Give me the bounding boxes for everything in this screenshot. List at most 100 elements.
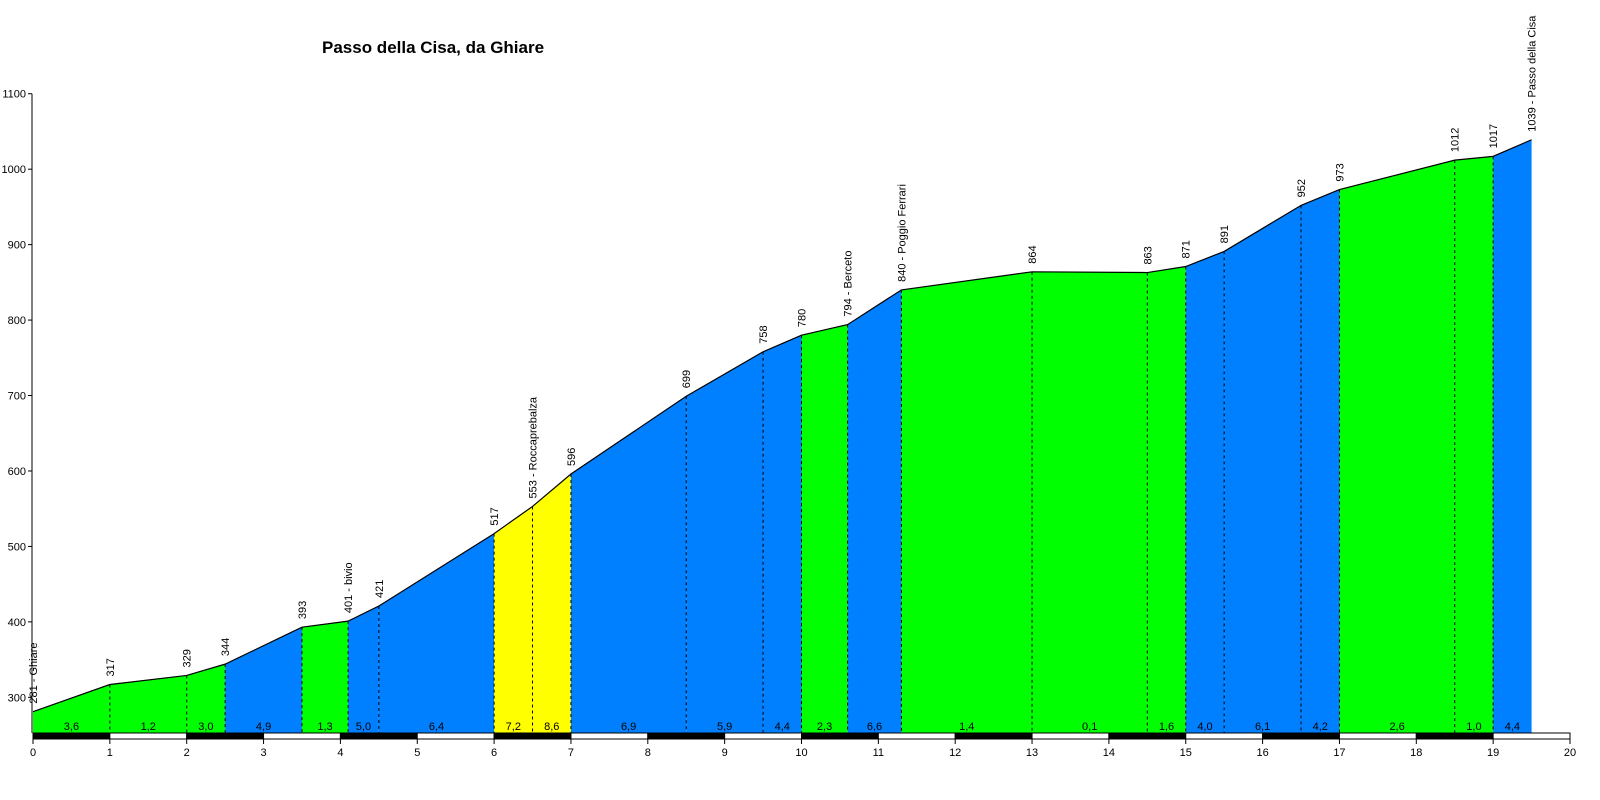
km-bar-segment bbox=[186, 732, 265, 740]
km-bar-segment bbox=[1185, 732, 1264, 740]
altitude-label: 317 bbox=[105, 658, 117, 676]
y-tick-label: 1100 bbox=[2, 89, 26, 101]
km-bar-segment bbox=[1415, 732, 1494, 740]
gradient-label: 6,1 bbox=[1255, 721, 1270, 733]
profile-segment bbox=[1224, 205, 1302, 733]
profile-segment bbox=[1493, 139, 1532, 734]
profile-segment bbox=[532, 473, 571, 733]
x-tick-label: 11 bbox=[873, 747, 884, 759]
gradient-label: 1,0 bbox=[1466, 721, 1481, 733]
altitude-label: 1039 - Passo della Cisa bbox=[1527, 15, 1539, 132]
y-tick-label: 600 bbox=[8, 466, 26, 478]
y-tick-label: 500 bbox=[8, 541, 26, 553]
altitude-label: 517 bbox=[489, 507, 501, 525]
gradient-label: 1,6 bbox=[1159, 721, 1174, 733]
profile-segment bbox=[301, 621, 349, 733]
profile-segment bbox=[763, 335, 802, 733]
x-tick-label: 20 bbox=[1564, 747, 1576, 759]
x-tick-label: 18 bbox=[1410, 747, 1422, 759]
profile-segment bbox=[494, 506, 533, 733]
x-tick-label: 12 bbox=[949, 747, 961, 759]
gradient-label: 0,1 bbox=[1082, 721, 1097, 733]
x-tick-label: 14 bbox=[1103, 747, 1115, 759]
altitude-label: 553 - Roccaprebalza bbox=[528, 396, 540, 498]
gradient-label: 6,9 bbox=[621, 721, 636, 733]
gradient-label: 3,6 bbox=[64, 721, 79, 733]
profile-segment bbox=[378, 533, 495, 733]
gradient-label: 3,0 bbox=[198, 721, 213, 733]
profile-segment bbox=[686, 351, 764, 733]
profile-segment bbox=[901, 271, 1033, 733]
gradient-label: 7,2 bbox=[506, 721, 521, 733]
km-bar-segment bbox=[1492, 732, 1571, 740]
km-bar-segment bbox=[1338, 732, 1417, 740]
gradient-label: 2,6 bbox=[1389, 721, 1404, 733]
profile-segment bbox=[1032, 271, 1148, 733]
km-bar-segment bbox=[724, 732, 803, 740]
km-bar-segment bbox=[801, 732, 879, 740]
km-bar-segment bbox=[339, 732, 418, 740]
profile-segment bbox=[847, 289, 902, 733]
y-tick-label: 400 bbox=[8, 617, 26, 629]
km-bar-segment bbox=[416, 732, 495, 740]
altitude-label: 871 bbox=[1181, 240, 1193, 258]
y-tick-label: 700 bbox=[8, 391, 26, 403]
profile-line bbox=[32, 139, 1532, 713]
gradient-label: 4,0 bbox=[1197, 721, 1212, 733]
profile-segment bbox=[1301, 189, 1340, 733]
altitude-label: 393 bbox=[297, 601, 309, 619]
altitude-label: 699 bbox=[681, 370, 693, 388]
km-bar-segment bbox=[493, 732, 572, 740]
profile-segment bbox=[1147, 266, 1186, 733]
gradient-label: 5,9 bbox=[717, 721, 732, 733]
altitude-label: 421 bbox=[374, 580, 386, 598]
x-tick-label: 2 bbox=[184, 747, 190, 759]
km-bar-segment bbox=[570, 732, 649, 740]
gradient-label: 1,3 bbox=[317, 721, 332, 733]
x-tick-label: 17 bbox=[1333, 747, 1345, 759]
km-bar-segment bbox=[1108, 732, 1187, 740]
profile-segment bbox=[801, 324, 848, 733]
profile-segment bbox=[109, 675, 187, 733]
gradient-label: 1,2 bbox=[141, 721, 156, 733]
altitude-label: 281 - Ghiare bbox=[28, 643, 40, 704]
profile-segment bbox=[1185, 251, 1225, 733]
km-bar-segment bbox=[647, 732, 726, 740]
altitude-label: 780 bbox=[797, 309, 809, 327]
altitude-label: 840 - Poggio Ferrari bbox=[896, 184, 908, 282]
altitude-label: 891 bbox=[1219, 225, 1231, 243]
gradient-label: 6,6 bbox=[867, 721, 882, 733]
x-tick-label: 10 bbox=[795, 747, 807, 759]
gradient-label: 4,9 bbox=[256, 721, 271, 733]
x-tick-label: 9 bbox=[722, 747, 728, 759]
x-tick-label: 1 bbox=[107, 747, 113, 759]
profile-segment bbox=[33, 684, 110, 733]
profile-segment bbox=[348, 606, 379, 733]
km-bar-segment bbox=[877, 732, 956, 740]
altitude-label: 1017 bbox=[1488, 124, 1500, 148]
altitude-label: 329 bbox=[182, 649, 194, 667]
x-tick-label: 8 bbox=[645, 747, 651, 759]
gradient-label: 4,2 bbox=[1313, 721, 1328, 733]
km-bar-segment bbox=[1031, 732, 1110, 740]
gradient-label: 4,4 bbox=[1505, 721, 1520, 733]
x-tick-label: 4 bbox=[337, 747, 343, 759]
altitude-label: 794 - Berceto bbox=[843, 251, 855, 317]
profile-segment bbox=[570, 396, 687, 733]
x-tick-label: 0 bbox=[30, 747, 36, 759]
altitude-label: 1012 bbox=[1450, 128, 1462, 152]
y-tick-label: 900 bbox=[8, 240, 26, 252]
gradient-label: 2,3 bbox=[817, 721, 832, 733]
x-tick-label: 13 bbox=[1026, 747, 1038, 759]
altitude-label: 952 bbox=[1296, 179, 1308, 197]
altitude-label: 596 bbox=[566, 448, 578, 466]
gradient-label: 8,6 bbox=[544, 721, 559, 733]
y-tick-label: 1000 bbox=[2, 164, 26, 176]
y-tick-label: 300 bbox=[8, 692, 26, 704]
y-tick-label: 800 bbox=[8, 315, 26, 327]
km-bar-segment bbox=[954, 732, 1033, 740]
altitude-label: 973 bbox=[1334, 163, 1346, 181]
gradient-label: 1,4 bbox=[959, 721, 974, 733]
x-tick-label: 16 bbox=[1256, 747, 1268, 759]
